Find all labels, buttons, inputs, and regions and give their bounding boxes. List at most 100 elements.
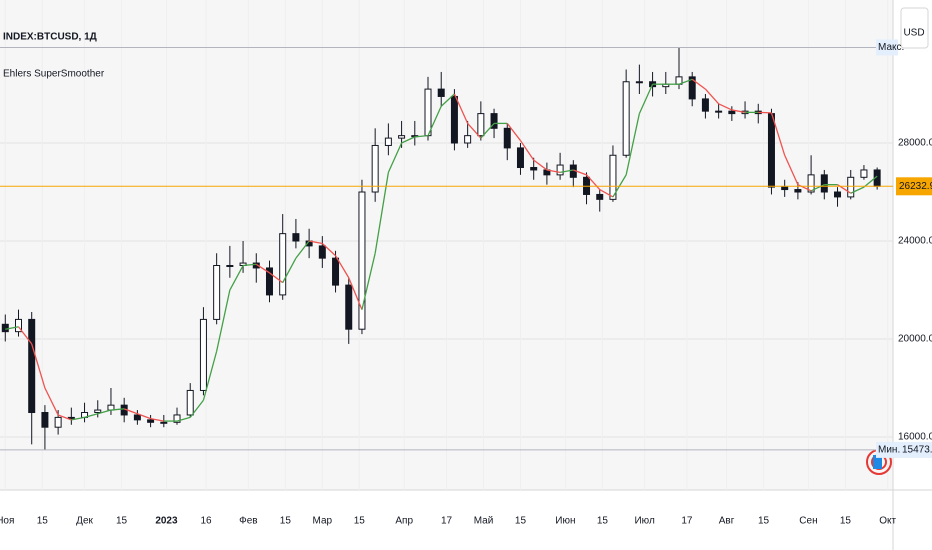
- candle-body: [358, 191, 366, 330]
- candle-body: [596, 193, 604, 200]
- x-tick-label: 15: [758, 516, 770, 527]
- candle-body: [292, 233, 300, 242]
- smoother-segment: [295, 240, 310, 259]
- candle-body: [820, 174, 828, 193]
- smoother-segment: [401, 136, 416, 144]
- x-tick-label: Ноя: [0, 516, 14, 527]
- candle-body: [1, 323, 9, 333]
- candle-body: [54, 416, 62, 428]
- candle-body: [701, 98, 709, 112]
- candle-body: [477, 113, 485, 137]
- smoother-segment: [282, 257, 297, 283]
- x-tick-label: Май: [474, 516, 494, 527]
- x-tick-label: 15: [116, 516, 128, 527]
- max-label-box: [876, 39, 898, 56]
- y-tick-label: 28000.00: [898, 138, 932, 149]
- last-price: 26232.97: [899, 181, 932, 192]
- x-tick-label: 2023: [155, 516, 178, 527]
- y-tick-label: 20000.00: [898, 334, 932, 345]
- smoother-segment: [586, 174, 601, 190]
- candle-body: [186, 389, 194, 416]
- price-axis: [893, 0, 932, 550]
- candle-body: [147, 419, 155, 423]
- candle-body: [450, 95, 458, 144]
- smoother-segment: [691, 78, 706, 90]
- candle-body: [384, 137, 392, 146]
- smoother-segment: [387, 142, 403, 173]
- smoother-segment: [573, 169, 587, 176]
- smoother-segment: [625, 113, 641, 175]
- x-tick-label: 17: [681, 516, 693, 527]
- smoother-segment: [308, 240, 323, 245]
- candle-body: [503, 127, 511, 149]
- smoother-segment: [784, 154, 799, 185]
- candle-body: [490, 113, 498, 129]
- candle-body: [67, 416, 75, 419]
- smoother-segment: [176, 416, 191, 422]
- smoother-segment: [453, 93, 469, 124]
- candle-body: [318, 245, 326, 259]
- smoother-segment: [546, 169, 561, 174]
- candle-body: [14, 318, 22, 333]
- smoother-segment: [361, 253, 376, 310]
- candle-body: [464, 135, 472, 144]
- smoother-segment: [533, 159, 548, 171]
- x-tick-label: Дек: [76, 516, 93, 527]
- candle-body: [728, 110, 736, 115]
- currency-box[interactable]: [900, 7, 929, 49]
- candle-body: [834, 191, 842, 198]
- x-tick-label: 15: [515, 516, 527, 527]
- smoother-segment: [480, 122, 495, 139]
- smoother-segment: [863, 175, 878, 188]
- smoother-segment: [17, 326, 33, 345]
- x-tick-label: 15: [280, 516, 292, 527]
- candle-body: [781, 186, 789, 191]
- candle-body: [279, 233, 287, 296]
- x-tick-label: Окт: [879, 516, 896, 527]
- candle-body: [622, 81, 630, 156]
- candle-body: [94, 409, 102, 414]
- grid: [0, 142, 893, 438]
- x-tick-label: 16: [201, 516, 213, 527]
- x-tick-label: 15: [597, 516, 609, 527]
- candle-body: [226, 265, 234, 268]
- smoother-segment: [599, 188, 614, 198]
- candle-body: [437, 88, 445, 97]
- smoother-segment: [71, 416, 85, 421]
- candle-body: [398, 135, 406, 139]
- smoother-segment: [123, 408, 138, 415]
- candle-body: [847, 176, 855, 198]
- y-tick-label: 16000.00: [898, 432, 932, 443]
- smoother-segment: [57, 414, 72, 421]
- smoother-segment: [97, 409, 112, 415]
- currency: USD: [903, 28, 924, 39]
- candle-body: [265, 267, 273, 296]
- max-label: Макс.: [878, 42, 904, 53]
- candle-body: [767, 113, 775, 188]
- smoother-segment: [850, 186, 865, 194]
- smoother-segment: [269, 272, 284, 284]
- x-tick-label: Фев: [239, 516, 257, 527]
- min-label: Мин.: [878, 445, 900, 456]
- smoother-segment: [731, 109, 746, 114]
- smoother-segment: [255, 263, 270, 274]
- smoother-segment: [150, 417, 164, 422]
- candle-body: [860, 169, 868, 178]
- smoother-segment: [638, 83, 654, 114]
- smoother-segment: [519, 140, 535, 161]
- smoother-segment: [427, 105, 442, 136]
- smoother-segment: [243, 263, 257, 267]
- smoother-segment: [704, 88, 720, 105]
- smoother-segment: [440, 93, 455, 107]
- candle-body: [609, 154, 617, 200]
- x-tick-label: Июл: [634, 516, 654, 527]
- smoother-segment: [44, 387, 59, 416]
- smoother-segment: [189, 399, 204, 418]
- smoother-segment: [110, 408, 125, 411]
- smoother-segment: [559, 169, 574, 174]
- smoother-segment: [216, 289, 231, 352]
- smoother-segment: [797, 184, 812, 192]
- candle-body: [516, 147, 524, 169]
- x-tick-label: Июн: [555, 516, 575, 527]
